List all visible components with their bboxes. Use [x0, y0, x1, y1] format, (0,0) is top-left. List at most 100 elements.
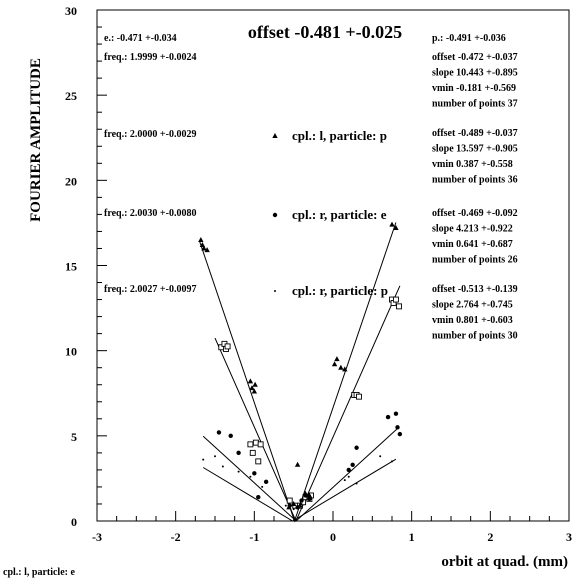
data-point: [342, 366, 348, 372]
data-point: [385, 414, 391, 420]
legend-entry: cpl.: l, particle: p: [292, 128, 387, 143]
data-point: [343, 479, 346, 482]
series-fit-stat: slope 2.764 +-0.745: [432, 300, 513, 311]
data-point: [300, 502, 303, 505]
data-point: [393, 411, 399, 416]
data-point: [307, 496, 312, 502]
data-point: [198, 236, 204, 242]
series-fit-stat: number of points 37: [432, 99, 518, 110]
data-point: [346, 467, 351, 473]
data-point: [249, 475, 252, 478]
series-fit-stat: vmin 0.387 +-0.558: [432, 159, 513, 170]
data-point: [331, 361, 338, 367]
y-tick-label: 15: [65, 260, 77, 274]
figure-caption: cpl.: l, particle: e: [3, 567, 75, 578]
x-tick-label: -3: [92, 530, 102, 544]
series-fit-stat: offset -0.469 +-0.092: [432, 208, 518, 219]
data-point: [303, 493, 308, 498]
data-point: [251, 388, 258, 394]
data-point: [272, 212, 278, 218]
data-point: [395, 425, 400, 430]
data-point: [214, 455, 216, 458]
series-fit-stat: slope 4.213 +-0.922: [432, 224, 513, 235]
data-point: [252, 439, 259, 446]
x-tick-label: 3: [566, 530, 572, 544]
data-point: [393, 225, 399, 231]
data-point: [286, 497, 293, 504]
y-tick-label: 25: [65, 89, 77, 103]
fit-line: [198, 222, 397, 523]
y-tick-label: 0: [71, 515, 77, 529]
data-point: [292, 508, 295, 511]
x-tick-label: 0: [330, 530, 336, 544]
data-point: [255, 458, 262, 465]
data-point: [247, 441, 254, 448]
data-point: [354, 445, 359, 450]
data-point: [334, 356, 340, 362]
data-point: [204, 247, 210, 253]
data-point: [263, 479, 269, 485]
y-tick-label: 5: [71, 430, 77, 444]
data-point: [392, 296, 399, 303]
data-point: [347, 475, 350, 478]
data-point: [237, 470, 240, 473]
y-tick-label: 20: [65, 174, 77, 188]
data-point: [228, 433, 233, 439]
data-point: [272, 133, 278, 138]
data-point: [252, 381, 258, 387]
series-fit-stat: vmin -0.181 +-0.569: [432, 83, 516, 94]
data-point: [199, 242, 206, 248]
header-right-offset: p.: -0.491 +-0.036: [432, 33, 506, 44]
data-points: [198, 221, 403, 511]
x-axis-label: orbit at quad. (mm): [441, 554, 568, 570]
y-tick-label: 10: [65, 345, 77, 359]
data-point: [379, 455, 382, 458]
data-point: [257, 441, 264, 448]
data-point: [284, 504, 287, 507]
data-point: [295, 505, 300, 510]
data-point: [216, 430, 222, 435]
data-point: [249, 449, 256, 456]
x-tick-label: -1: [249, 530, 259, 544]
data-point: [391, 460, 393, 463]
x-tick-label: 2: [487, 530, 493, 544]
series-fit-stat: number of points 30: [432, 331, 518, 342]
data-point: [306, 492, 313, 498]
data-point: [261, 485, 264, 488]
data-point: [256, 494, 261, 500]
fit-line: [202, 458, 397, 522]
data-point: [221, 465, 224, 468]
data-point: [356, 393, 362, 400]
data-point: [274, 290, 276, 292]
data-point: [397, 431, 403, 437]
data-point: [396, 303, 403, 310]
series-fit-stat: offset -0.489 +-0.037: [432, 128, 518, 139]
data-point: [290, 500, 297, 506]
data-point: [201, 245, 207, 251]
series-fit-stat: slope 13.597 +-0.905: [432, 144, 518, 155]
x-tick-label: -2: [171, 530, 181, 544]
series-fit-stat: number of points 36: [432, 175, 518, 186]
y-tick-label: 30: [65, 4, 77, 18]
data-point: [355, 482, 358, 485]
data-point: [389, 221, 395, 227]
data-point: [350, 462, 355, 467]
series-frequency: freq.: 2.0000 +-0.0029: [104, 129, 196, 140]
header-left-offset: e.: -0.471 +-0.034: [104, 33, 177, 44]
series-fit-stat: vmin 0.641 +-0.687: [432, 239, 513, 250]
annotations: freq.: 1.9999 +-0.0024 offset -0.472 +-0.…: [104, 52, 518, 342]
series-frequency: freq.: 2.0027 +-0.0097: [104, 284, 196, 295]
data-point: [294, 461, 301, 467]
data-point: [299, 498, 304, 503]
data-point: [308, 499, 311, 502]
series-fit-stat: offset -0.513 +-0.139: [432, 284, 518, 295]
chart-title: offset -0.481 +-0.025: [248, 22, 402, 42]
series-frequency: freq.: 2.0030 +-0.0080: [104, 208, 196, 219]
data-point: [247, 378, 254, 384]
series-fit-stat: number of points 26: [432, 255, 518, 266]
data-point: [252, 471, 257, 476]
data-point: [249, 385, 255, 391]
series-fit-stat: slope 10.443 +-0.895: [432, 68, 518, 79]
